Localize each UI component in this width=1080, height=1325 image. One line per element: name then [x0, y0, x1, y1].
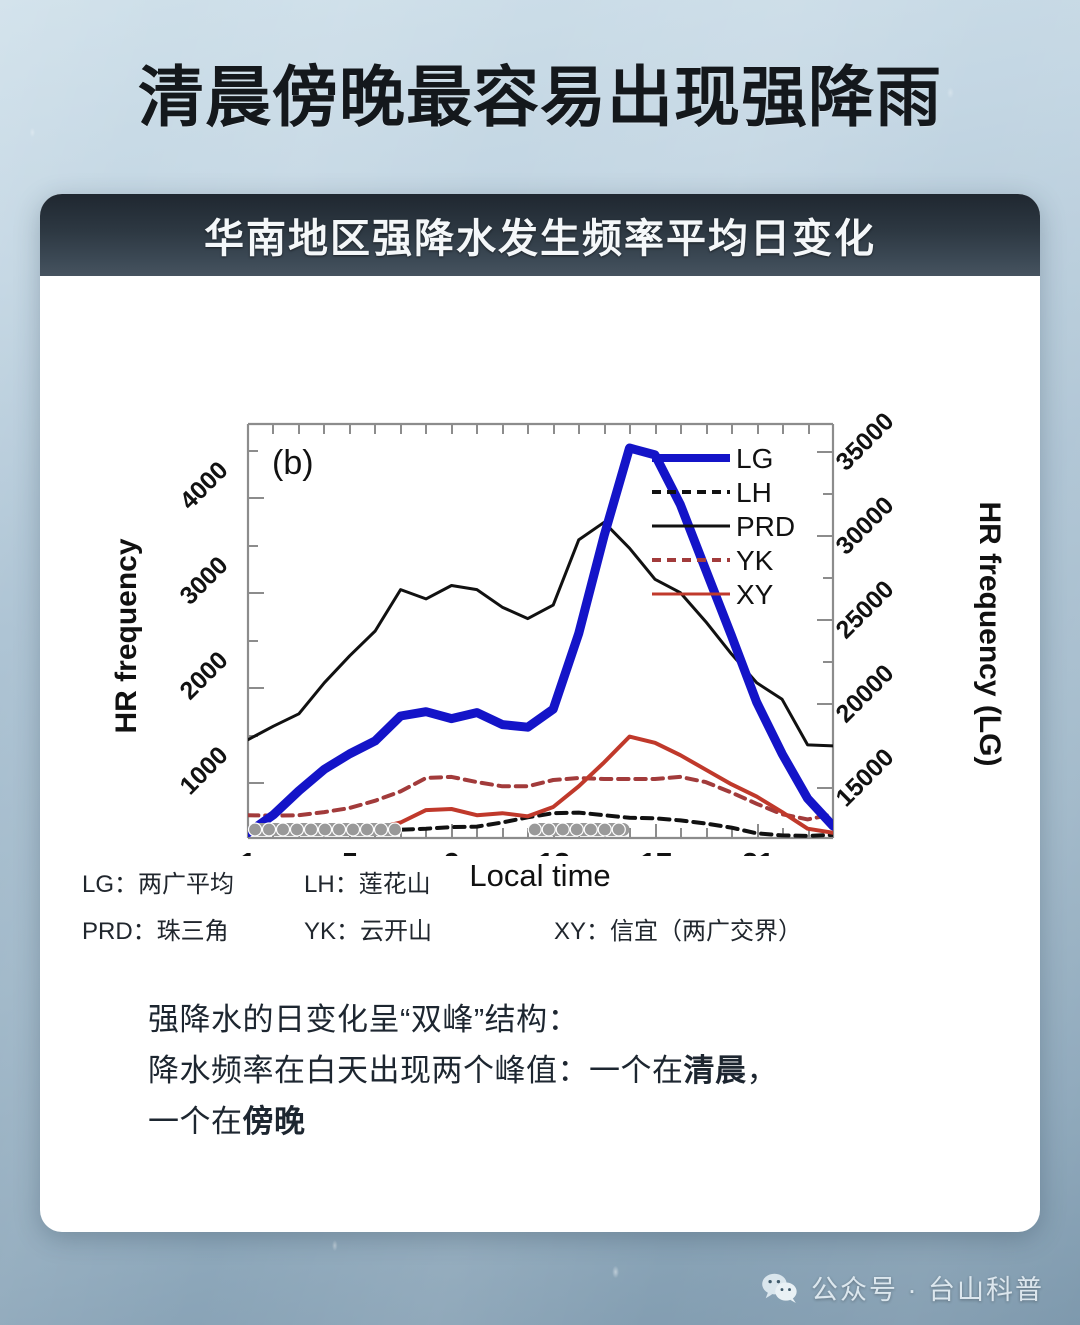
morning-peak-bar-dot: [275, 822, 291, 837]
xtick-5: 5: [342, 848, 358, 856]
summary-line-2-text: 降水频率在白天出现两个峰值：一个在: [148, 1052, 684, 1088]
chart-card-title: 华南地区强降水发生频率平均日变化: [204, 215, 876, 262]
morning-peak-bar-dot: [303, 822, 319, 837]
summary-emphasis-morning: 清晨: [683, 1052, 747, 1088]
abbr-xy: XY：信宜（两广交界）: [554, 909, 802, 956]
morning-peak-bar-dot: [289, 822, 305, 837]
panel-label: (b): [272, 444, 314, 482]
abbr-code: LG: [82, 871, 115, 898]
ytick-right-20000: 20000: [830, 659, 899, 728]
morning-peak-bar-dot: [345, 822, 361, 837]
abbreviation-row: LG：两广平均 LH：莲花山: [82, 862, 1040, 909]
xtick-1: 1: [240, 848, 256, 856]
abbr-lg: LG：两广平均: [82, 862, 304, 909]
abbr-sep: ：: [132, 917, 157, 945]
evening-peak-bar-dot: [611, 822, 626, 837]
morning-peak-bar-dot: [387, 822, 403, 837]
summary-line-2: 降水频率在白天出现两个峰值：一个在清晨，: [148, 1045, 1040, 1096]
x-tick-labels: 1 5 9 13 17 21: [240, 848, 774, 856]
xtick-9: 9: [444, 848, 460, 856]
xtick-13: 13: [538, 848, 570, 856]
ytick-right-25000: 25000: [830, 575, 899, 644]
left-tick-labels: 1000 2000 3000 4000: [174, 456, 233, 800]
right-ticks: [817, 451, 833, 789]
legend-label-lg: LG: [736, 443, 773, 474]
y-axis-label-left: HR frequency: [110, 538, 143, 733]
ytick-right-35000: 35000: [830, 407, 899, 476]
series-line-lg: [248, 443, 833, 838]
abbr-code: LH: [304, 871, 335, 898]
evening-peak-bar-dot: [541, 822, 556, 837]
xtick-21: 21: [742, 848, 774, 856]
footer-text: 公众号 · 台山科普: [811, 1275, 1044, 1305]
summary-line-1: 强降水的日变化呈“双峰”结构：: [148, 1001, 580, 1037]
summary-line-2-tail: ，: [746, 1052, 778, 1088]
summary-copy: 强降水的日变化呈“双峰”结构： 降水频率在白天出现两个峰值：一个在清晨， 一个在…: [148, 994, 1040, 1147]
footer-account: 公众号 · 台山科普: [761, 1268, 1044, 1307]
abbr-name: 信宜（两广交界）: [610, 917, 803, 945]
series-line-yk: [248, 774, 833, 822]
abbr-name: 珠三角: [156, 917, 229, 945]
abbr-name: 云开山: [360, 917, 433, 945]
peak-marker-bars: [247, 822, 630, 837]
legend-label-lh: LH: [736, 477, 772, 508]
morning-peak-bar-dot: [261, 822, 277, 837]
summary-line-3-text: 一个在: [148, 1103, 243, 1139]
abbr-name: 两广平均: [138, 871, 235, 898]
xtick-17: 17: [640, 848, 672, 856]
ytick-right-15000: 15000: [830, 743, 899, 812]
hr-frequency-chart: (b) 1000 2000 3000 4000 HR frequency 150…: [40, 276, 1040, 893]
legend-label-xy: XY: [736, 579, 774, 610]
chart-card-body: (b) 1000 2000 3000 4000 HR frequency 150…: [40, 276, 1040, 1147]
left-ticks: [248, 450, 264, 784]
x-axis-title-svg: Local time: [469, 858, 610, 893]
top-ticks: [272, 424, 810, 434]
ytick-left-2000: 2000: [174, 646, 233, 705]
morning-peak-bar-dot: [359, 822, 375, 837]
chart-card-header: 华南地区强降水发生频率平均日变化: [40, 194, 1040, 276]
page-headline: 清晨傍晚最容易出现强降雨: [138, 58, 942, 136]
summary-line-3: 一个在傍晚: [148, 1096, 1040, 1147]
abbreviation-row: PRD：珠三角 YK：云开山 XY：信宜（两广交界）: [82, 909, 1040, 956]
legend-label-prd: PRD: [736, 511, 795, 542]
chart-svg: (b) 1000 2000 3000 4000 HR frequency 150…: [110, 407, 1006, 856]
ytick-right-30000: 30000: [830, 491, 899, 560]
morning-peak-bar-dot: [331, 822, 347, 837]
morning-peak-bar-dot: [373, 822, 389, 837]
abbr-code: YK: [304, 917, 337, 945]
abbr-sep: ：: [114, 871, 139, 898]
wechat-icon: [762, 1273, 797, 1303]
summary-emphasis-evening: 傍晚: [242, 1103, 306, 1139]
ytick-left-4000: 4000: [174, 456, 233, 515]
abbr-name: 莲花山: [358, 871, 431, 898]
y-axis-label-right: HR frequency (LG): [973, 501, 1006, 766]
abbr-sep: ：: [586, 917, 611, 945]
abbr-prd: PRD：珠三角: [82, 909, 304, 956]
morning-peak-bar-dot: [247, 822, 263, 837]
abbr-code: PRD: [82, 917, 133, 945]
abbreviation-legend: LG：两广平均 LH：莲花山 PRD：珠三角 YK：云开山 XY：信宜（两广交界…: [82, 862, 1040, 956]
abbr-code: XY: [554, 917, 587, 945]
abbr-sep: ：: [334, 871, 359, 898]
abbr-sep: ：: [336, 917, 361, 945]
evening-peak-bar-dot: [597, 822, 612, 837]
evening-peak-bar-dot: [555, 822, 570, 837]
legend-label-yk: YK: [736, 545, 774, 576]
abbr-yk: YK：云开山: [304, 909, 554, 956]
morning-peak-bar-dot: [317, 822, 333, 837]
ytick-left-1000: 1000: [174, 741, 233, 800]
evening-peak-bar-dot: [569, 822, 584, 837]
x-axis-label: Local time: [469, 858, 610, 893]
abbr-lh: LH：莲花山: [304, 862, 554, 909]
ytick-left-3000: 3000: [174, 551, 233, 610]
evening-peak-bar-dot: [527, 822, 542, 837]
evening-peak-bar-dot: [583, 822, 598, 837]
chart-card: 华南地区强降水发生频率平均日变化: [40, 194, 1040, 1232]
right-tick-labels: 15000 20000 25000 30000 35000: [830, 407, 899, 812]
